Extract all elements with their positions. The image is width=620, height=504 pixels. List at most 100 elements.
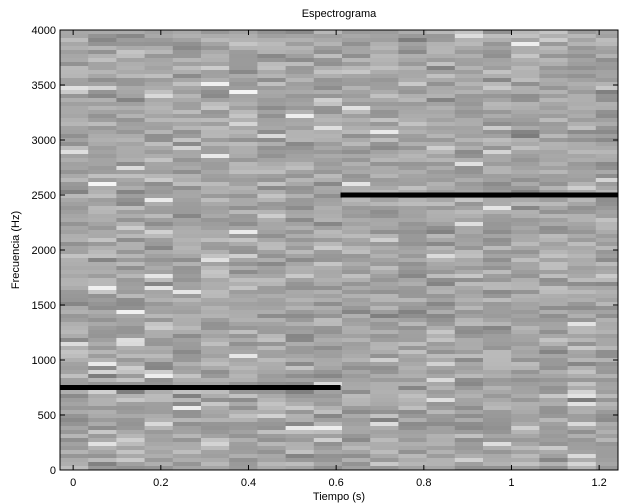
noise-cell — [229, 166, 258, 171]
noise-cell — [88, 206, 117, 211]
noise-cell — [483, 262, 512, 267]
noise-cell — [398, 254, 428, 259]
noise-cell — [257, 310, 287, 315]
noise-cell — [426, 226, 456, 231]
noise-cell — [313, 418, 343, 423]
noise-cell — [229, 142, 258, 147]
noise-cell — [454, 354, 484, 359]
noise-cell — [201, 242, 230, 247]
noise-cell — [88, 110, 117, 115]
noise-cell — [398, 462, 428, 467]
chart-title: Espectrograma — [302, 8, 377, 20]
noise-cell — [398, 230, 428, 235]
noise-cell — [88, 426, 117, 431]
noise-cell — [88, 246, 117, 251]
noise-cell — [172, 314, 202, 319]
noise-cell — [88, 86, 117, 91]
noise-cell — [144, 134, 174, 139]
noise-cell — [370, 358, 399, 363]
noise-cell — [539, 58, 569, 63]
noise-cell — [370, 322, 399, 327]
noise-cell — [342, 66, 371, 71]
noise-cell — [454, 342, 484, 347]
noise-cell — [285, 54, 315, 59]
noise-cell — [60, 282, 89, 287]
noise-cell — [144, 270, 174, 275]
noise-cell — [370, 370, 399, 375]
noise-cell — [511, 30, 540, 35]
noise-cell — [144, 398, 174, 403]
noise-cell — [257, 334, 287, 339]
noise-cell — [539, 242, 569, 247]
noise-cell — [539, 386, 569, 391]
noise-cell — [313, 42, 343, 47]
noise-cell — [370, 138, 399, 143]
noise-cell — [257, 294, 287, 299]
noise-cell — [116, 342, 146, 347]
noise-cell — [454, 46, 484, 51]
noise-cell — [511, 318, 540, 323]
noise-cell — [426, 326, 456, 331]
noise-cell — [370, 122, 399, 127]
noise-cell — [116, 274, 146, 279]
noise-cell — [595, 62, 619, 67]
noise-cell — [172, 98, 202, 103]
noise-cell — [60, 346, 89, 351]
noise-cell — [511, 286, 540, 291]
noise-cell — [567, 86, 597, 91]
noise-cell — [116, 334, 146, 339]
noise-cell — [370, 302, 399, 307]
noise-cell — [426, 230, 456, 235]
noise-cell — [144, 394, 174, 399]
noise-cell — [511, 438, 540, 443]
noise-cell — [229, 350, 258, 355]
noise-cell — [595, 358, 619, 363]
noise-cell — [539, 138, 569, 143]
noise-cell — [229, 394, 258, 399]
noise-cell — [201, 202, 230, 207]
noise-cell — [454, 150, 484, 155]
noise-cell — [483, 114, 512, 119]
noise-cell — [426, 166, 456, 171]
noise-cell — [172, 258, 202, 263]
noise-cell — [511, 362, 540, 367]
noise-cell — [398, 206, 428, 211]
noise-cell — [539, 394, 569, 399]
noise-cell — [567, 282, 597, 287]
noise-cell — [567, 390, 597, 395]
noise-cell — [60, 250, 89, 255]
noise-cell — [511, 334, 540, 339]
noise-cell — [313, 410, 343, 415]
noise-cell — [116, 406, 146, 411]
noise-cell — [285, 134, 315, 139]
noise-cell — [144, 318, 174, 323]
noise-cell — [567, 338, 597, 343]
tone-line — [60, 192, 618, 390]
noise-cell — [172, 466, 202, 471]
noise-cell — [172, 226, 202, 231]
noise-cell — [483, 346, 512, 351]
noise-cell — [88, 134, 117, 139]
noise-cell — [454, 458, 484, 463]
noise-cell — [60, 118, 89, 123]
noise-cell — [511, 66, 540, 71]
noise-cell — [511, 246, 540, 251]
noise-cell — [398, 58, 428, 63]
noise-cell — [426, 442, 456, 447]
noise-cell — [454, 382, 484, 387]
noise-cell — [398, 186, 428, 191]
noise-cell — [398, 190, 428, 195]
noise-cell — [398, 258, 428, 263]
noise-cell — [567, 382, 597, 387]
noise-cell — [229, 126, 258, 131]
noise-cell — [313, 66, 343, 71]
noise-cell — [60, 350, 89, 355]
noise-cell — [313, 414, 343, 419]
noise-cell — [285, 42, 315, 47]
noise-cell — [398, 146, 428, 151]
noise-cell — [454, 338, 484, 343]
noise-cell — [144, 466, 174, 471]
noise-cell — [398, 110, 428, 115]
noise-cell — [539, 178, 569, 183]
noise-cell — [313, 462, 343, 467]
